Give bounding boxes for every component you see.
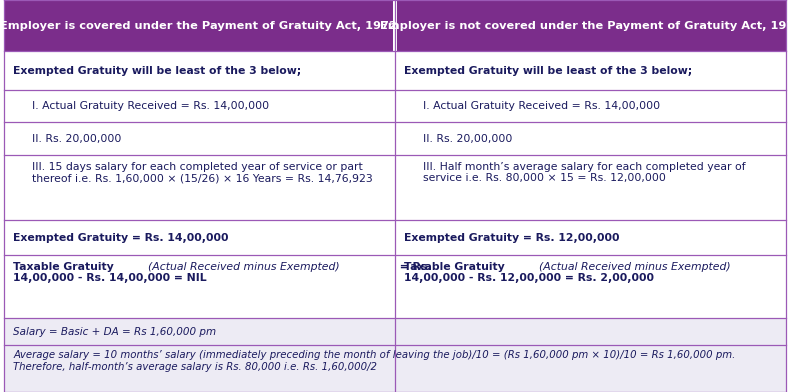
Text: = Rs.: = Rs. — [396, 262, 431, 272]
Polygon shape — [4, 255, 786, 318]
Polygon shape — [4, 90, 786, 122]
Text: Average salary = 10 months’ salary (immediately preceding the month of leaving t: Average salary = 10 months’ salary (imme… — [13, 350, 735, 372]
Polygon shape — [4, 345, 786, 392]
Text: Exempted Gratuity = Rs. 12,00,000: Exempted Gratuity = Rs. 12,00,000 — [404, 232, 620, 243]
Text: III. Half month’s average salary for each completed year of
service i.e. Rs. 80,: III. Half month’s average salary for eac… — [423, 162, 745, 183]
Text: 14,00,000 - Rs. 12,00,000 = Rs. 2,00,000: 14,00,000 - Rs. 12,00,000 = Rs. 2,00,000 — [404, 273, 654, 283]
Text: Taxable Gratuity: Taxable Gratuity — [404, 262, 509, 272]
Text: Exempted Gratuity = Rs. 14,00,000: Exempted Gratuity = Rs. 14,00,000 — [13, 232, 229, 243]
Text: Taxable Gratuity: Taxable Gratuity — [13, 262, 118, 272]
Polygon shape — [397, 0, 786, 51]
Text: Employer is covered under the Payment of Gratuity Act, 1972: Employer is covered under the Payment of… — [0, 21, 397, 31]
Polygon shape — [4, 318, 786, 345]
Polygon shape — [4, 155, 786, 220]
Text: II. Rs. 20,00,000: II. Rs. 20,00,000 — [32, 134, 121, 143]
Text: Exempted Gratuity will be least of the 3 below;: Exempted Gratuity will be least of the 3… — [13, 66, 302, 76]
Text: I. Actual Gratuity Received = Rs. 14,00,000: I. Actual Gratuity Received = Rs. 14,00,… — [423, 101, 660, 111]
Text: Salary = Basic + DA = Rs 1,60,000 pm: Salary = Basic + DA = Rs 1,60,000 pm — [13, 327, 216, 337]
Polygon shape — [4, 122, 786, 155]
Text: 14,00,000 - Rs. 14,00,000 = NIL: 14,00,000 - Rs. 14,00,000 = NIL — [13, 273, 207, 283]
Text: (Actual Received minus Exempted): (Actual Received minus Exempted) — [540, 262, 731, 272]
Polygon shape — [4, 51, 786, 90]
Polygon shape — [4, 0, 393, 51]
Text: Exempted Gratuity will be least of the 3 below;: Exempted Gratuity will be least of the 3… — [404, 66, 693, 76]
Text: (Actual Received minus Exempted): (Actual Received minus Exempted) — [149, 262, 340, 272]
Polygon shape — [4, 220, 786, 255]
Text: = Rs.: = Rs. — [787, 262, 790, 272]
Text: II. Rs. 20,00,000: II. Rs. 20,00,000 — [423, 134, 512, 143]
Text: III. 15 days salary for each completed year of service or part
thereof i.e. Rs. : III. 15 days salary for each completed y… — [32, 162, 372, 183]
Text: Employer is not covered under the Payment of Gratuity Act, 1972: Employer is not covered under the Paymen… — [381, 21, 790, 31]
Text: I. Actual Gratuity Received = Rs. 14,00,000: I. Actual Gratuity Received = Rs. 14,00,… — [32, 101, 269, 111]
